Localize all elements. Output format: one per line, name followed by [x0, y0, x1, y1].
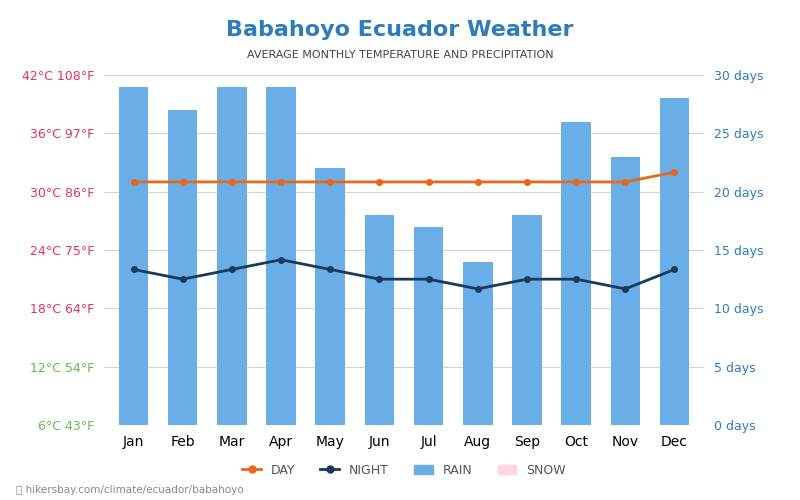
- NIGHT: [326, 266, 335, 272]
- NIGHT: [129, 266, 138, 272]
- Bar: [512, 215, 542, 483]
- NIGHT: [473, 286, 482, 292]
- DAY: [473, 179, 482, 185]
- DAY: [326, 179, 335, 185]
- Bar: [266, 86, 296, 484]
- NIGHT: [227, 266, 237, 272]
- DAY: [178, 179, 187, 185]
- DAY: [227, 179, 237, 185]
- Bar: [168, 110, 198, 484]
- Text: 🌍 hikersbay.com/climate/ecuador/babahoyo: 🌍 hikersbay.com/climate/ecuador/babahoyo: [16, 485, 244, 495]
- Bar: [463, 262, 493, 484]
- Line: DAY: DAY: [130, 170, 678, 184]
- Bar: [315, 168, 345, 483]
- Legend: DAY, NIGHT, RAIN, SNOW: DAY, NIGHT, RAIN, SNOW: [237, 459, 571, 482]
- DAY: [670, 169, 679, 175]
- DAY: [424, 179, 434, 185]
- DAY: [571, 179, 581, 185]
- NIGHT: [522, 276, 532, 282]
- Bar: [562, 122, 591, 484]
- Bar: [610, 156, 640, 483]
- Bar: [414, 226, 443, 484]
- NIGHT: [621, 286, 630, 292]
- Bar: [118, 86, 148, 484]
- NIGHT: [374, 276, 384, 282]
- NIGHT: [276, 256, 286, 262]
- DAY: [129, 179, 138, 185]
- Text: AVERAGE MONTHLY TEMPERATURE AND PRECIPITATION: AVERAGE MONTHLY TEMPERATURE AND PRECIPIT…: [246, 50, 554, 60]
- Bar: [660, 98, 690, 484]
- NIGHT: [424, 276, 434, 282]
- NIGHT: [670, 266, 679, 272]
- NIGHT: [571, 276, 581, 282]
- DAY: [374, 179, 384, 185]
- NIGHT: [178, 276, 187, 282]
- Bar: [217, 86, 246, 484]
- Line: NIGHT: NIGHT: [130, 257, 678, 292]
- DAY: [276, 179, 286, 185]
- Bar: [365, 215, 394, 483]
- Text: Babahoyo Ecuador Weather: Babahoyo Ecuador Weather: [226, 20, 574, 40]
- DAY: [522, 179, 532, 185]
- DAY: [621, 179, 630, 185]
